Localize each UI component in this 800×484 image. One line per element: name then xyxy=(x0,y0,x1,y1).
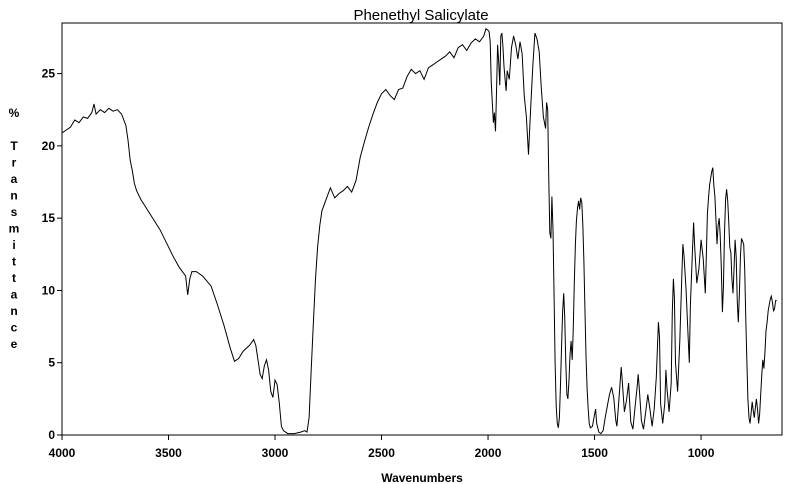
spectrum-line xyxy=(61,28,777,435)
y-axis-label-prefix: % xyxy=(9,106,20,120)
x-tick-label: 1000 xyxy=(688,446,715,460)
y-axis-label-letter: s xyxy=(11,205,18,219)
x-axis: 4000 3500 3000 2500 2000 1500 1000 xyxy=(49,435,715,460)
y-axis-label-letter: a xyxy=(11,288,18,302)
x-axis-label: Wavenumbers xyxy=(381,471,463,484)
x-tick-label: 3500 xyxy=(155,446,182,460)
y-axis-label-letter: T xyxy=(10,139,18,153)
chart-title: Phenethyl Salicylate xyxy=(353,7,488,24)
y-axis-label-letter: a xyxy=(11,172,18,186)
y-tick-label: 0 xyxy=(48,428,55,442)
y-axis-label-letter: e xyxy=(11,337,18,351)
y-axis: 0 5 10 15 20 25 xyxy=(42,67,62,442)
y-axis-label-letter: m xyxy=(9,222,20,236)
x-tick-label: 3000 xyxy=(262,446,289,460)
y-tick-label: 20 xyxy=(42,139,56,153)
y-tick-label: 10 xyxy=(42,283,56,297)
y-tick-label: 25 xyxy=(42,67,56,81)
y-axis-label-letter: t xyxy=(12,255,16,269)
y-axis-label-letter: n xyxy=(10,189,17,203)
plot-frame xyxy=(61,22,783,436)
y-axis-label-letter: n xyxy=(10,304,17,318)
y-axis-label-letter: i xyxy=(12,238,15,252)
y-tick-label: 5 xyxy=(48,356,55,370)
y-axis-label-letter: r xyxy=(12,156,17,170)
y-axis-label-letter: t xyxy=(12,271,16,285)
x-tick-label: 4000 xyxy=(49,446,76,460)
x-tick-label: 2500 xyxy=(368,446,395,460)
x-tick-label: 1500 xyxy=(581,446,608,460)
y-tick-label: 15 xyxy=(42,211,56,225)
y-axis-label-letter: c xyxy=(11,321,18,335)
x-tick-label: 2000 xyxy=(475,446,502,460)
